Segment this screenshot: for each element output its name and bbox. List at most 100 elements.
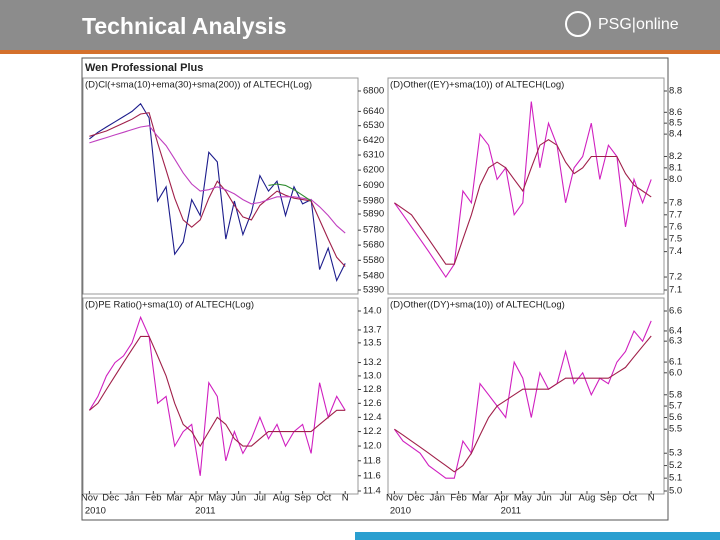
x-tick-label: Jun: [537, 493, 552, 504]
y-tick-label: 12.6: [363, 398, 382, 409]
y-tick-label: 5780: [363, 225, 384, 236]
y-tick-label: 6800: [363, 86, 384, 97]
x-group-label: 2011: [195, 506, 215, 517]
y-tick-label: 7.7: [669, 209, 682, 220]
x-tick-label: Jan: [430, 493, 445, 504]
x-tick-label: Aug: [579, 493, 596, 504]
chart-title: (D)PE Ratio()+sma(10) of ALTECH(Log): [85, 300, 254, 311]
series-line: [393, 320, 652, 479]
y-tick-label: 6530: [363, 120, 384, 131]
logo: PSG|online: [598, 16, 679, 33]
x-tick-label: Apr: [494, 493, 509, 504]
panel-title: Wen Professional Plus: [85, 62, 203, 74]
y-tick-label: 7.1: [669, 285, 682, 296]
y-tick-label: 7.6: [669, 221, 682, 232]
y-tick-label: 8.1: [669, 162, 682, 173]
x-tick-label: Sep: [294, 493, 311, 504]
x-tick-label: Oct: [317, 493, 332, 504]
series-line: [89, 112, 346, 267]
y-tick-label: 8.0: [669, 174, 682, 185]
y-tick-label: 5.6: [669, 412, 682, 423]
x-tick-label: N: [648, 493, 655, 504]
y-tick-label: 6310: [363, 150, 384, 161]
x-tick-label: Dec: [102, 493, 119, 504]
y-tick-label: 5.5: [669, 424, 682, 435]
x-tick-label: May: [514, 493, 532, 504]
footer-bar: [355, 532, 720, 540]
y-tick-label: 11.4: [363, 486, 381, 497]
y-tick-label: 8.5: [669, 118, 682, 129]
y-tick-label: 6.0: [669, 367, 682, 378]
y-tick-label: 8.6: [669, 107, 682, 118]
y-tick-label: 5680: [363, 240, 384, 251]
y-tick-label: 5980: [363, 196, 384, 207]
y-tick-label: 7.2: [669, 272, 682, 283]
x-tick-label: Dec: [407, 493, 424, 504]
x-tick-label: Mar: [472, 493, 488, 504]
y-tick-label: 5.8: [669, 389, 682, 400]
y-tick-label: 8.2: [669, 151, 682, 162]
y-tick-label: 13.7: [363, 324, 382, 335]
y-tick-label: 5.3: [669, 448, 682, 459]
y-tick-label: 5.1: [669, 473, 682, 484]
plot-area: [387, 77, 665, 295]
series-line: [394, 139, 652, 265]
series-line: [89, 125, 346, 234]
x-tick-label: Feb: [145, 493, 161, 504]
y-tick-label: 13.5: [363, 337, 382, 348]
y-tick-label: 5.7: [669, 401, 682, 412]
y-tick-label: 8.8: [669, 86, 682, 97]
x-tick-label: Feb: [450, 493, 466, 504]
y-tick-label: 6.6: [669, 306, 682, 317]
y-tick-label: 11.6: [363, 470, 381, 481]
series-line: [88, 315, 346, 476]
x-tick-label: Jun: [231, 493, 246, 504]
y-tick-label: 12.4: [363, 412, 382, 423]
x-tick-label: Apr: [189, 493, 204, 504]
y-tick-label: 6090: [363, 180, 384, 191]
x-tick-label: Aug: [273, 493, 290, 504]
x-group-label: 2010: [85, 506, 106, 517]
y-tick-label: 7.4: [669, 246, 682, 257]
y-tick-label: 5.2: [669, 460, 682, 471]
x-tick-label: Jul: [560, 493, 572, 504]
y-tick-label: 14.0: [363, 306, 382, 317]
chart-title: (D)Other((DY)+sma(10)) of ALTECH(Log): [390, 300, 565, 311]
chart-title: (D)Other((EY)+sma(10)) of ALTECH(Log): [390, 80, 564, 91]
y-tick-label: 12.2: [363, 426, 382, 437]
y-tick-label: 11.8: [363, 455, 381, 466]
header-band: [0, 0, 720, 50]
slide-title: Technical Analysis: [82, 13, 287, 39]
y-tick-label: 12.8: [363, 384, 382, 395]
x-tick-label: N: [342, 493, 349, 504]
x-tick-label: Oct: [622, 493, 637, 504]
x-tick-label: Mar: [166, 493, 182, 504]
plot-area: [82, 297, 359, 495]
series-line: [393, 101, 652, 278]
chart-title: (D)Cl(+sma(10)+ema(30)+sma(200)) of ALTE…: [85, 80, 312, 91]
y-tick-label: 6.4: [669, 325, 682, 336]
y-tick-label: 6200: [363, 165, 384, 176]
x-tick-label: Jan: [124, 493, 139, 504]
x-group-label: 2011: [501, 506, 521, 517]
y-tick-label: 12.0: [363, 441, 382, 452]
x-tick-label: Sep: [600, 493, 617, 504]
x-tick-label: Jul: [254, 493, 266, 504]
y-tick-label: 6420: [363, 135, 384, 146]
y-tick-label: 7.8: [669, 197, 682, 208]
logo-icon: [565, 11, 591, 37]
y-tick-label: 5580: [363, 255, 384, 266]
y-tick-label: 5480: [363, 270, 384, 281]
y-tick-label: 5890: [363, 209, 384, 220]
y-tick-label: 5.0: [669, 486, 682, 497]
y-tick-label: 5390: [363, 285, 384, 296]
x-tick-label: May: [208, 493, 226, 504]
y-tick-label: 7.5: [669, 234, 682, 245]
x-group-label: 2010: [390, 506, 411, 517]
series-line: [89, 102, 346, 283]
plot-area: [387, 297, 665, 495]
y-tick-label: 8.4: [669, 129, 682, 140]
header-rule: [0, 50, 720, 54]
